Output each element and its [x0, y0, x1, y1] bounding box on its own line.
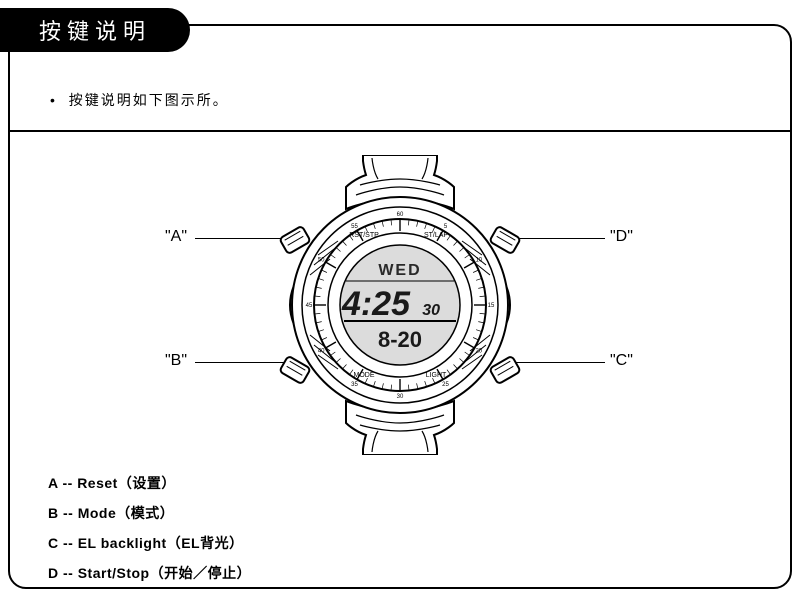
legend-d: D -- Start/Stop（开始／停止） [48, 558, 251, 588]
strap-bottom-lines [356, 415, 444, 452]
svg-text:55: 55 [351, 224, 358, 230]
lcd-time: 4:25 [341, 285, 411, 323]
intro-line: • 按键说明如下图示所。 [50, 90, 229, 110]
svg-text:45: 45 [306, 303, 313, 309]
lcd-date: 8-20 [378, 327, 422, 352]
watch-diagram: 60510152025303540455055 RST/STP ST/LAP M… [260, 155, 540, 455]
section-title-tab: 按键说明 [0, 8, 190, 52]
pointer-label-a: "A" [165, 228, 187, 246]
svg-text:30: 30 [397, 394, 404, 400]
svg-text:25: 25 [442, 382, 449, 388]
bezel-label-br: LIGHT [426, 372, 447, 379]
divider [10, 130, 790, 132]
bezel-label-tr: ST/LAP [424, 232, 448, 239]
legend-a: A -- Reset（设置） [48, 468, 251, 498]
lcd-day: WED [378, 262, 421, 279]
svg-text:10: 10 [475, 258, 482, 264]
section-title: 按键说明 [39, 14, 151, 46]
pointer-label-c: "C" [610, 352, 633, 370]
pointer-label-d: "D" [610, 228, 633, 246]
button-legend: A -- Reset（设置） B -- Mode（模式） C -- EL bac… [48, 468, 251, 588]
legend-b: B -- Mode（模式） [48, 498, 251, 528]
svg-text:35: 35 [351, 382, 358, 388]
legend-c: C -- EL backlight（EL背光） [48, 528, 251, 558]
strap-top-lines [356, 158, 444, 195]
bezel-label-bl: MODE [354, 372, 375, 379]
pointer-label-b: "B" [165, 352, 187, 370]
bezel-label-tl: RST/STP [349, 232, 379, 239]
bullet-icon: • [50, 92, 57, 108]
svg-text:60: 60 [397, 212, 404, 218]
svg-text:15: 15 [488, 303, 495, 309]
lcd-seconds: 30 [422, 302, 440, 319]
intro-text: 按键说明如下图示所。 [69, 92, 229, 108]
svg-text:20: 20 [475, 349, 482, 355]
